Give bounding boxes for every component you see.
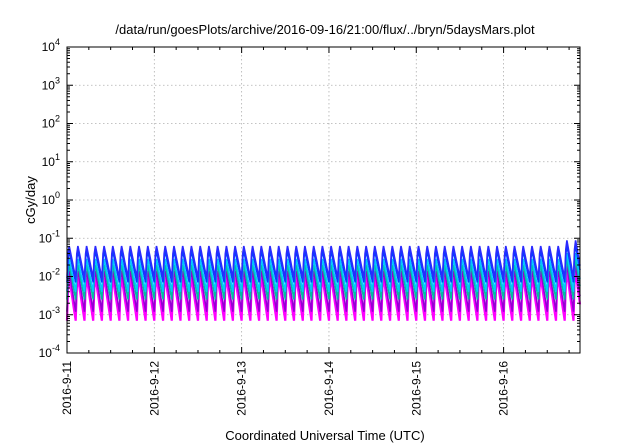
series-line: [66, 245, 581, 283]
y-tick-label: 10-3: [39, 305, 60, 322]
y-tick-label: 103: [42, 75, 60, 92]
plot-lines: [65, 240, 582, 321]
x-axis: 2016-9-11 2016-9-12 2016-9-13 2016-9-14 2016…: [60, 47, 570, 416]
x-tick-label: 2016-9-12: [147, 361, 161, 416]
x-tick-label: 2016-9-15: [409, 361, 423, 416]
x-tick-label: 2016-9-13: [235, 361, 249, 416]
y-tick-label: 10-2: [39, 267, 60, 284]
x-tick-label: 2016-9-16: [497, 361, 511, 416]
series-line: [65, 271, 582, 321]
y-tick-label: 104: [42, 37, 60, 54]
y-tick-label: 100: [42, 190, 60, 207]
series-line: [66, 264, 581, 312]
y-tick-label: 10-1: [39, 228, 60, 245]
x-tick-label: 2016-9-11: [60, 361, 74, 415]
y-axis: 10-4 10-3 10-2 10-1 100 101 102 103 104: [39, 37, 580, 360]
series-line: [66, 252, 581, 292]
y-axis-label: cGy/day: [23, 176, 38, 224]
series-line: [66, 240, 581, 279]
x-tick-label: 2016-9-14: [322, 361, 336, 416]
chart-title: /data/run/goesPlots/archive/2016-09-16/2…: [115, 22, 535, 37]
series-line: [66, 258, 581, 300]
y-tick-label: 101: [42, 152, 60, 169]
y-tick-label: 102: [42, 114, 60, 131]
y-tick-label: 10-4: [39, 343, 60, 360]
x-axis-label: Coordinated Universal Time (UTC): [225, 428, 424, 443]
